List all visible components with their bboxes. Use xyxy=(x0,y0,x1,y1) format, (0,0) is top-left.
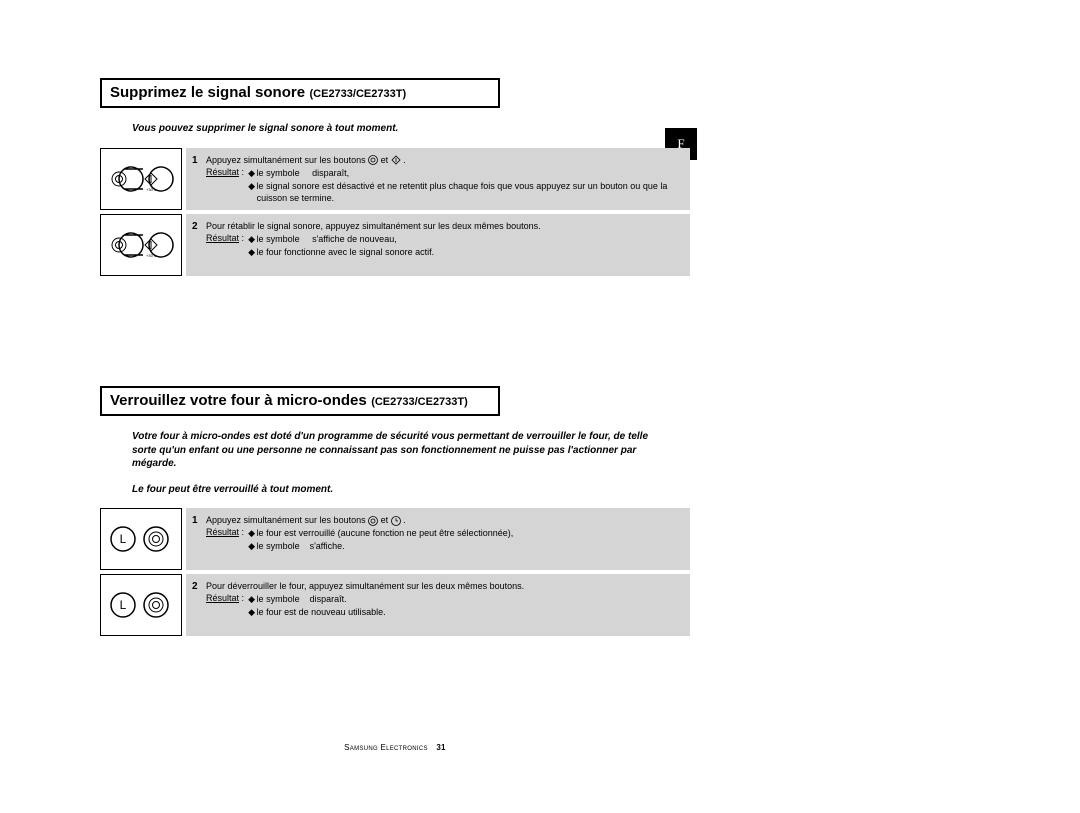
bullet-text: le symbole s'affiche. xyxy=(257,540,682,552)
section1-step1-illustration: +30 s xyxy=(100,148,182,210)
step-lead: Appuyez simultanément sur les boutons et… xyxy=(206,514,682,526)
section1-title: Supprimez le signal sonore xyxy=(110,84,305,101)
section2-step1-row: L 1 Appuyez simultanément sur les bouton… xyxy=(100,508,690,570)
section1-step2-row: +30 s 2 Pour rétablir le signal sonore, … xyxy=(100,214,690,276)
result-label: Résultat xyxy=(206,527,239,537)
stop-cancel-icon xyxy=(368,516,378,526)
diamond-bullet-icon: ◆ xyxy=(247,233,257,245)
step-lead: Appuyez simultanément sur les boutons et… xyxy=(206,154,682,166)
step-lead: Pour déverrouiller le four, appuyez simu… xyxy=(206,580,682,592)
section1-model: (CE2733/CE2733T) xyxy=(310,88,407,100)
svg-text:L: L xyxy=(120,598,127,612)
step-number: 2 xyxy=(192,220,206,270)
section2-header: Verrouillez votre four à micro-ondes (CE… xyxy=(100,386,500,416)
bullet-text: le symbole s'affiche de nouveau, xyxy=(257,233,682,245)
diamond-bullet-icon: ◆ xyxy=(247,167,257,179)
step-number: 1 xyxy=(192,514,206,564)
step-lead: Pour rétablir le signal sonore, appuyez … xyxy=(206,220,682,232)
footer-brand: Samsung Electronics xyxy=(344,743,428,752)
bullet-text: le four est verrouillé (aucune fonction … xyxy=(257,527,682,539)
page-footer: Samsung Electronics 31 xyxy=(100,743,690,752)
diamond-bullet-icon: ◆ xyxy=(247,180,257,204)
diamond-bullet-icon: ◆ xyxy=(247,527,257,539)
section2-step2-row: L 2 Pour déverrouiller le four, appuyez … xyxy=(100,574,690,636)
section2-step2-illustration: L xyxy=(100,574,182,636)
section1-step1-body: 1 Appuyez simultanément sur les boutons … xyxy=(186,148,690,211)
step-number: 2 xyxy=(192,580,206,630)
section2-title: Verrouillez votre four à micro-ondes xyxy=(110,392,367,409)
svg-text:L: L xyxy=(120,532,127,546)
diamond-bullet-icon: ◆ xyxy=(247,246,257,258)
diamond-bullet-icon: ◆ xyxy=(247,593,257,605)
section1-intro: Vous pouvez supprimer le signal sonore à… xyxy=(132,122,672,136)
result-label: Résultat xyxy=(206,233,239,243)
plus-30s-icon xyxy=(391,155,401,165)
section2-intro2: Le four peut être verrouillé à tout mome… xyxy=(132,483,672,497)
section2-step1-body: 1 Appuyez simultanément sur les boutons … xyxy=(186,508,690,570)
bullet-text: le symbole disparaît, xyxy=(257,167,682,179)
diamond-bullet-icon: ◆ xyxy=(247,606,257,618)
section2-intro1: Votre four à micro-ondes est doté d'un p… xyxy=(132,430,672,471)
bullet-text: le four fonctionne avec le signal sonore… xyxy=(257,246,682,258)
section1-step2-illustration: +30 s xyxy=(100,214,182,276)
section1-header: Supprimez le signal sonore (CE2733/CE273… xyxy=(100,78,500,108)
svg-text:+30 s: +30 s xyxy=(146,253,156,258)
section2-step2-body: 2 Pour déverrouiller le four, appuyez si… xyxy=(186,574,690,636)
section2-step1-illustration: L xyxy=(100,508,182,570)
result-label: Résultat xyxy=(206,593,239,603)
clock-icon xyxy=(391,516,401,526)
bullet-text: le signal sonore est désactivé et ne ret… xyxy=(257,180,682,204)
step-number: 1 xyxy=(192,154,206,205)
result-label: Résultat xyxy=(206,167,239,177)
footer-page-number: 31 xyxy=(436,743,446,752)
section2-model: (CE2733/CE2733T) xyxy=(371,396,468,408)
stop-cancel-icon xyxy=(368,155,378,165)
diamond-bullet-icon: ◆ xyxy=(247,540,257,552)
section1-step2-body: 2 Pour rétablir le signal sonore, appuye… xyxy=(186,214,690,276)
svg-text:+30 s: +30 s xyxy=(146,187,156,192)
bullet-text: le symbole disparaît. xyxy=(257,593,682,605)
bullet-text: le four est de nouveau utilisable. xyxy=(257,606,682,618)
section1-step1-row: +30 s 1 Appuyez simultanément sur les bo… xyxy=(100,148,690,211)
